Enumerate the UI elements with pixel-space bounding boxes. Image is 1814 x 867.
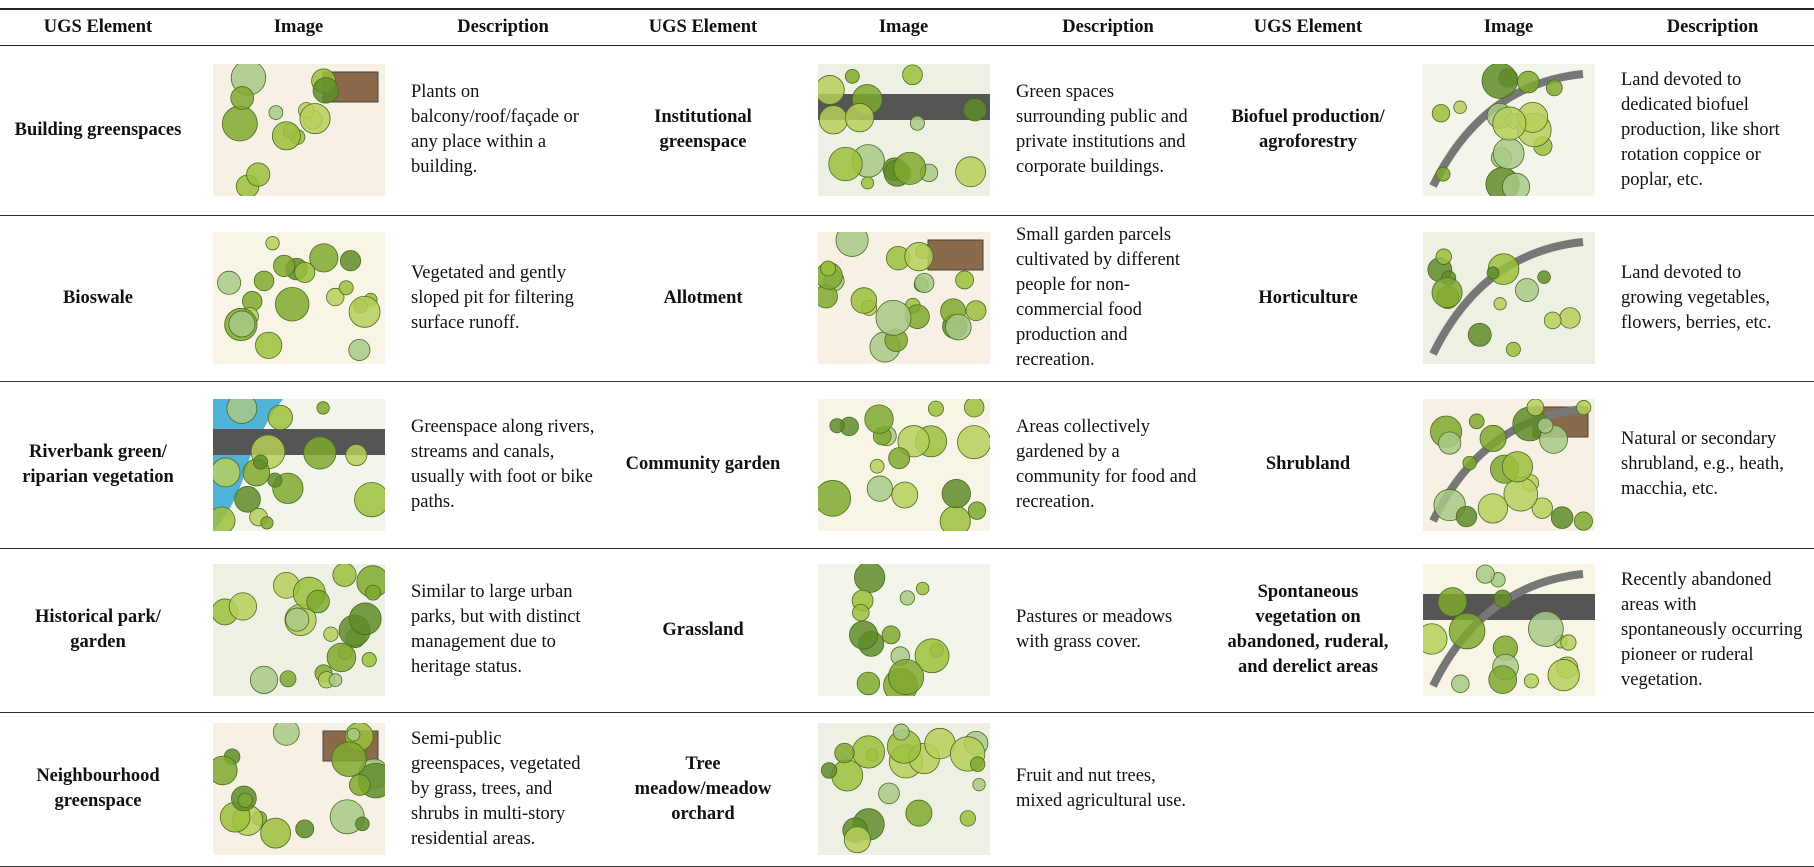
illustration — [817, 723, 990, 855]
illustration — [212, 398, 385, 531]
description: Vegetated and gently sloped pit for filt… — [411, 262, 574, 333]
ugs-element: Institutional greenspace — [654, 107, 752, 152]
empty-cell — [1611, 712, 1814, 866]
image-cell — [196, 215, 401, 381]
table-row: Bioswale Vegetated and gently sloped pit … — [0, 215, 1814, 381]
ugs-element: Riverbank green/ riparian vegetation — [22, 441, 174, 487]
illustration — [212, 232, 385, 364]
illustration — [817, 398, 990, 531]
description: Recently abandoned areas with spontaneou… — [1621, 569, 1803, 690]
description: Small garden parcels cultivated by diffe… — [1016, 225, 1181, 370]
image-cell — [801, 548, 1006, 712]
illustration — [817, 564, 990, 696]
description: Semi-public greenspaces, vegetated by gr… — [411, 728, 581, 849]
ugs-element: Neighbourhood greenspace — [36, 766, 160, 811]
ugs-element: Allotment — [663, 287, 743, 308]
column-header: Image — [1483, 16, 1534, 37]
ugs-element: Historical park/ garden — [35, 607, 161, 652]
ugs-element: Spontaneous vegetation on abandoned, rud… — [1227, 582, 1389, 677]
column-header: Image — [878, 16, 929, 37]
ugs-element: Community garden — [625, 454, 781, 474]
description: Plants on balcony/roof/façade or any pla… — [411, 82, 579, 177]
image-cell — [196, 712, 401, 866]
description: Natural or secondary shrubland, e.g., he… — [1621, 429, 1784, 499]
description: Pastures or meadows with grass cover. — [1016, 607, 1173, 652]
column-header: UGS Element — [648, 16, 758, 37]
table-row: Building greenspaces Plants on balcony/ro… — [0, 45, 1814, 215]
empty-cell — [1406, 712, 1611, 866]
image-cell — [801, 215, 1006, 381]
image-cell — [1406, 381, 1611, 548]
description: Land devoted to dedicated biofuel produc… — [1621, 69, 1780, 190]
ugs-element: Tree meadow/meadow orchard — [634, 753, 772, 824]
illustration — [1422, 398, 1595, 531]
image-cell — [1406, 45, 1611, 215]
illustration — [1422, 564, 1595, 696]
illustration — [1422, 64, 1595, 196]
header-row: UGS Element Image Description UGS Element Im… — [0, 9, 1814, 45]
illustration — [212, 723, 385, 855]
column-header: Description — [457, 16, 549, 37]
ugs-table: UGS Element Image Description UGS Element Im… — [0, 8, 1814, 867]
illustration — [212, 564, 385, 696]
image-cell — [196, 45, 401, 215]
ugs-element: Biofuel production/ agroforestry — [1231, 107, 1385, 152]
illustration — [817, 232, 990, 364]
image-cell — [801, 45, 1006, 215]
ugs-element: Shrubland — [1265, 454, 1351, 474]
ugs-element: Horticulture — [1258, 287, 1358, 308]
column-header: UGS Element — [43, 16, 153, 37]
table-body: Building greenspaces Plants on balcony/ro… — [0, 45, 1814, 866]
column-header: UGS Element — [1253, 16, 1363, 37]
illustration — [1422, 232, 1595, 364]
image-cell — [196, 381, 401, 548]
illustration — [212, 64, 385, 196]
description: Areas collectively gardened by a communi… — [1016, 416, 1197, 512]
image-cell — [196, 548, 401, 712]
column-header: Image — [273, 16, 324, 37]
table-row: Riverbank green/ riparian vegetation Gree… — [0, 381, 1814, 548]
column-header: Description — [1062, 16, 1154, 37]
image-cell — [801, 381, 1006, 548]
ugs-element: Grassland — [662, 619, 744, 640]
ugs-element: Bioswale — [63, 287, 133, 308]
description: Land devoted to growing vegetables, flow… — [1621, 262, 1772, 333]
description: Similar to large urban parks, but with d… — [411, 582, 581, 677]
table-row: Neighbourhood greenspace Semi-public gree… — [0, 712, 1814, 866]
empty-cell — [1210, 712, 1406, 866]
image-cell — [1406, 215, 1611, 381]
description: Green spaces surrounding public and priv… — [1016, 82, 1188, 177]
description: Greenspace along rivers, streams and can… — [411, 416, 595, 512]
table-header: UGS Element Image Description UGS Element Im… — [0, 9, 1814, 45]
image-cell — [801, 712, 1006, 866]
table-row: Historical park/ garden Similar to large … — [0, 548, 1814, 712]
column-header: Description — [1666, 16, 1759, 37]
description: Fruit and nut trees, mixed agricultural … — [1016, 766, 1187, 811]
ugs-element: Building greenspaces — [14, 119, 182, 140]
illustration — [817, 64, 990, 196]
image-cell — [1406, 548, 1611, 712]
